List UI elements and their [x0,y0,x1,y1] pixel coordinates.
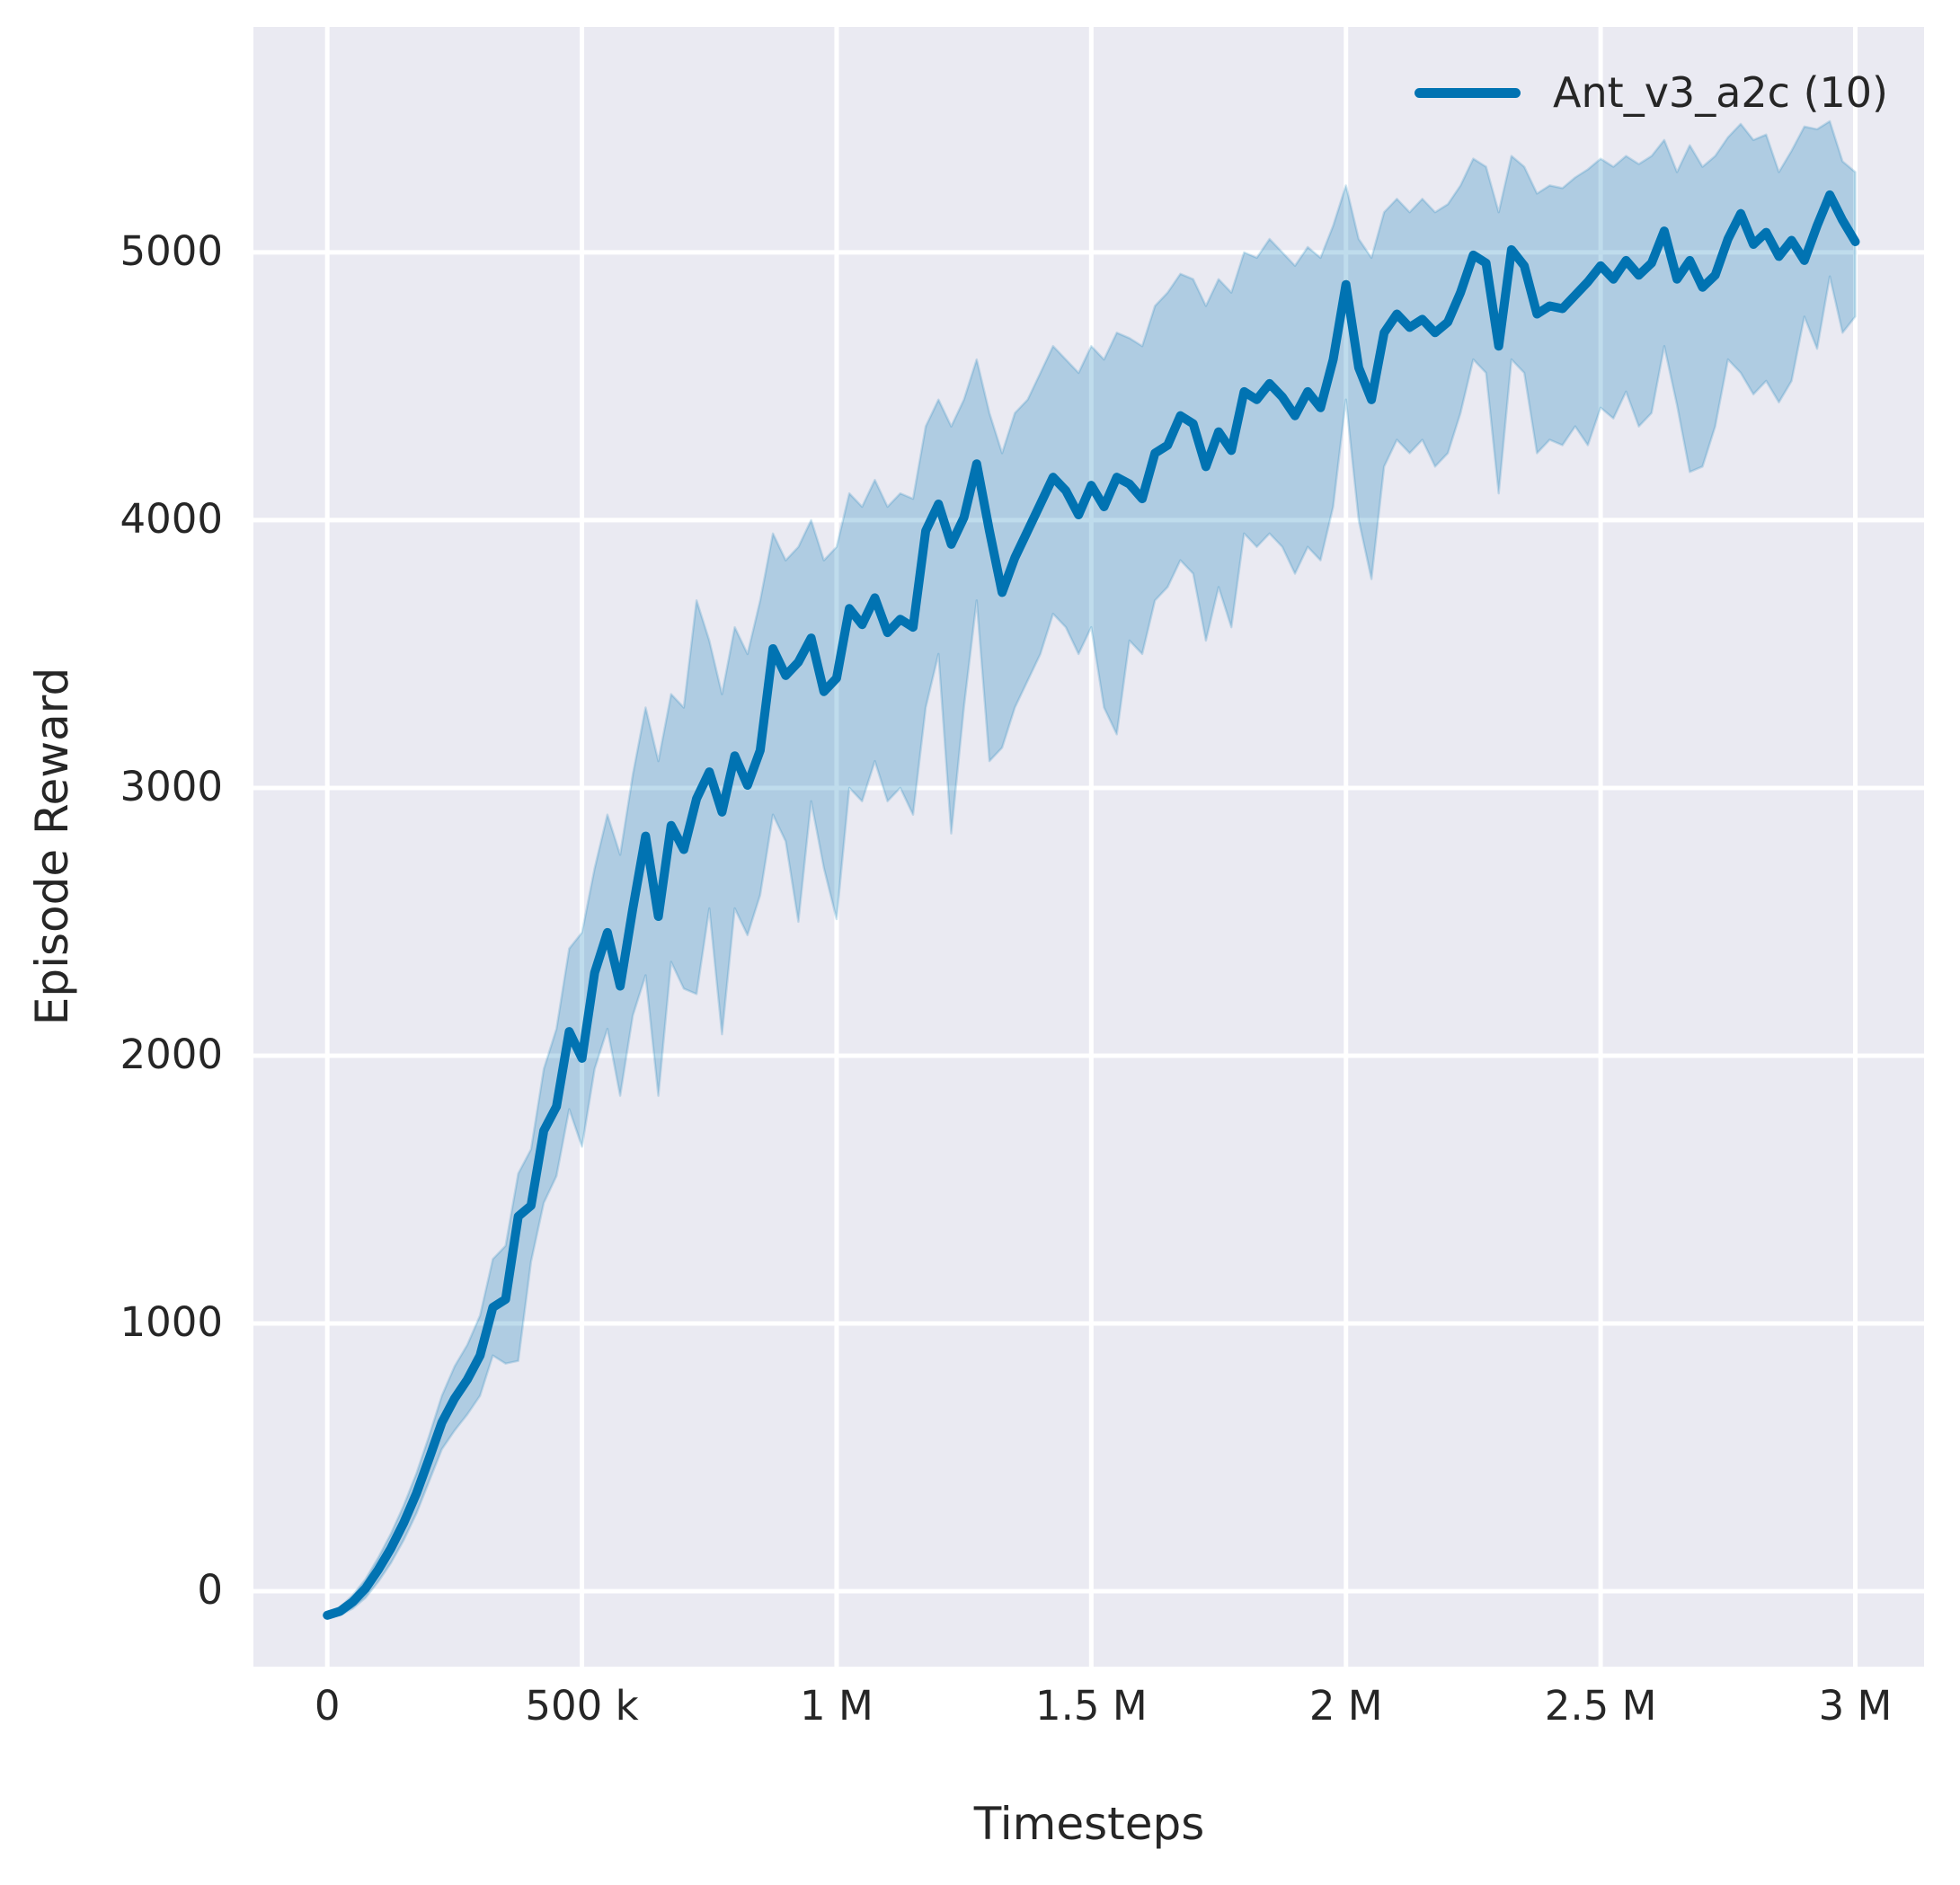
x-tick-label: 3 M [1818,1682,1893,1730]
mean-line [323,190,1860,1620]
y-tick-label: 2000 [120,1030,223,1078]
x-axis-label: Timesteps [973,1798,1205,1850]
y-tick-label: 1000 [120,1297,223,1346]
legend: Ant_v3_a2c (10) [1415,72,1888,113]
x-tick-label: 2 M [1308,1682,1383,1730]
x-tick-label: 500 k [525,1682,639,1730]
y-axis-label: Episode Reward [26,667,78,1026]
plot-background [253,27,1924,1667]
confidence-band [325,119,1857,1620]
y-tick-label: 5000 [120,226,223,275]
y-tick-label: 4000 [120,494,223,543]
x-tick-label: 1 M [800,1682,874,1730]
y-tick-label: 3000 [120,762,223,810]
y-tick-label: 0 [197,1565,223,1614]
x-tick-label: 2.5 M [1544,1682,1657,1730]
x-tick-label: 1.5 M [1034,1682,1148,1730]
legend-label: Ant_v3_a2c (10) [1553,68,1888,117]
x-tick-label: 0 [314,1682,341,1730]
legend-line-swatch [1415,87,1521,98]
